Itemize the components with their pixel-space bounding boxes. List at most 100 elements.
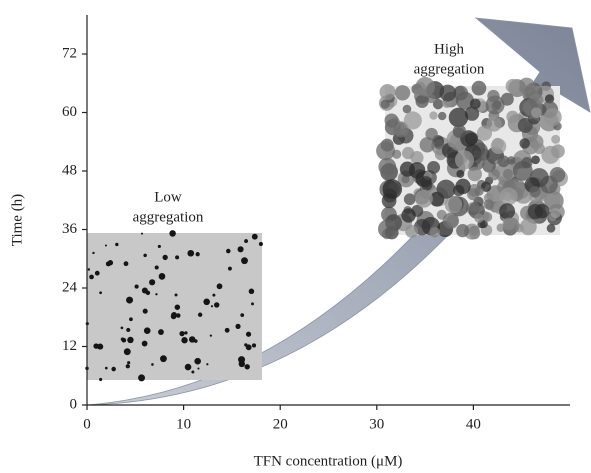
particle (125, 364, 130, 369)
particle (543, 108, 562, 127)
particle (244, 364, 250, 370)
particle (244, 239, 248, 243)
particle (238, 356, 246, 364)
particle (162, 254, 168, 261)
particle (502, 217, 516, 231)
particle (120, 326, 124, 330)
y-tick-label: 12 (62, 338, 77, 354)
particle (506, 110, 519, 124)
particle (544, 94, 555, 104)
particle (126, 296, 134, 304)
particle (92, 251, 95, 255)
particle (426, 93, 436, 104)
y-tick-label: 72 (62, 45, 77, 61)
particle (549, 167, 566, 183)
x-tick-label: 30 (369, 416, 384, 432)
particle (120, 337, 125, 341)
particle (399, 161, 415, 177)
particle (394, 85, 411, 101)
particle (115, 242, 119, 247)
particle (235, 323, 241, 329)
particle (149, 279, 156, 286)
particle (488, 168, 500, 181)
particle (455, 178, 471, 195)
x-tick-label: 20 (273, 416, 288, 432)
particle (127, 361, 131, 365)
particle (531, 107, 542, 119)
particle (126, 327, 131, 333)
y-tick-label: 24 (62, 279, 78, 295)
particle (534, 203, 550, 219)
particle (496, 223, 505, 233)
annotation-label: aggregation (414, 61, 485, 77)
particle (490, 138, 507, 155)
particle (467, 166, 482, 182)
particle (499, 187, 518, 206)
particle (251, 343, 257, 348)
particle (405, 224, 419, 238)
particle (378, 157, 397, 176)
particle (415, 189, 433, 208)
particle (179, 331, 185, 337)
particle (401, 146, 415, 160)
particle (427, 161, 441, 174)
particle (251, 302, 254, 306)
particle (521, 157, 533, 169)
annotation-label: aggregation (133, 209, 204, 225)
particle (439, 84, 457, 102)
x-tick-label: 10 (176, 416, 191, 432)
particle (531, 155, 540, 165)
particle (157, 244, 161, 249)
particle (143, 327, 151, 334)
y-tick-label: 0 (70, 396, 78, 412)
particle (419, 137, 435, 153)
particle (158, 329, 164, 335)
particle (541, 145, 560, 164)
particle (453, 85, 469, 101)
particle (184, 363, 192, 371)
particle (448, 107, 469, 128)
particle (99, 377, 103, 381)
particle (474, 213, 484, 223)
particle (240, 313, 245, 318)
particle (141, 232, 144, 235)
particle (456, 224, 470, 238)
particle (415, 77, 436, 97)
particle (191, 370, 195, 374)
particle (402, 104, 412, 114)
particle (170, 313, 177, 320)
particle (104, 366, 108, 370)
particle (154, 265, 159, 270)
y-axis-label: Time (h) (9, 194, 25, 246)
particle (248, 288, 255, 295)
particle (251, 233, 258, 240)
particle (97, 343, 104, 350)
particle (519, 218, 537, 236)
x-tick-label: 0 (83, 416, 91, 432)
particle (237, 246, 244, 253)
particle (155, 293, 158, 296)
particle (212, 293, 216, 297)
particle (87, 268, 91, 271)
particle (194, 357, 201, 365)
particle (213, 302, 220, 308)
particle (533, 143, 545, 155)
x-tick-label: 40 (466, 416, 481, 432)
particle (203, 298, 210, 306)
particle (464, 106, 480, 121)
particle (160, 355, 167, 363)
particle (258, 242, 263, 247)
particle (382, 179, 403, 199)
particle (197, 367, 200, 370)
particle (486, 116, 502, 132)
particle (379, 84, 396, 101)
annotation-label: High (434, 41, 465, 57)
particle (505, 78, 520, 94)
particle (444, 195, 463, 214)
particle (226, 248, 231, 254)
particle (502, 168, 514, 179)
particle (89, 274, 94, 280)
particle (517, 117, 533, 133)
micrograph (85, 230, 263, 382)
particle (111, 366, 116, 372)
